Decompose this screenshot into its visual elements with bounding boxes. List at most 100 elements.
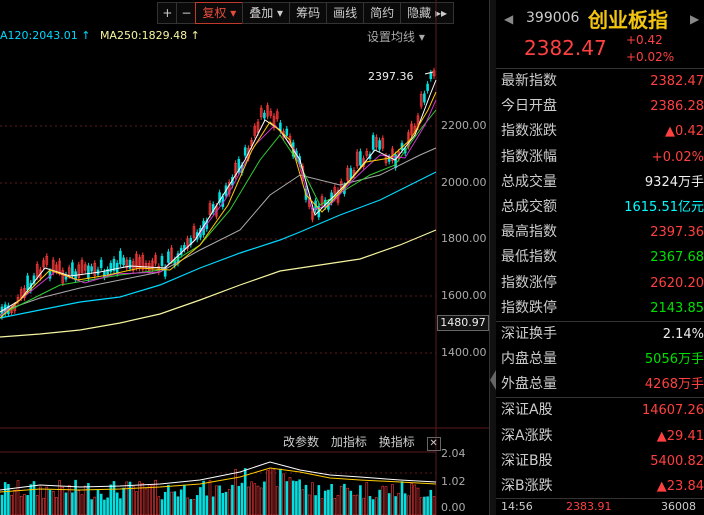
volume-bar <box>16 480 20 515</box>
candle-body <box>432 70 436 77</box>
candle-body <box>32 275 36 284</box>
chart-toolbar: + − 复权 ▾ 叠加 ▾ 筹码 画线 简约 隐藏 ▸▸ <box>157 2 454 24</box>
quote-row: 总成交额 1615.51亿元 <box>496 195 704 220</box>
volume-bar <box>343 483 346 515</box>
index-code: 399006 <box>526 10 580 26</box>
change-params-button[interactable]: 改参数 <box>283 435 320 449</box>
volume-bar <box>29 484 33 515</box>
quote-row-value: ▲0.42 <box>665 124 704 140</box>
quote-row-label: 深证B股 <box>501 452 553 469</box>
volume-bar <box>426 496 429 515</box>
candle-body <box>227 182 231 195</box>
quote-row-label: 今日开盘 <box>501 98 557 115</box>
kline-chart-area[interactable]: + − 复权 ▾ 叠加 ▾ 筹码 画线 简约 隐藏 ▸▸ A120:2043.0… <box>0 0 490 515</box>
simple-button[interactable]: 简约 <box>363 2 402 24</box>
volume-bar <box>295 481 298 515</box>
volume-bar <box>170 491 173 515</box>
volume-bar <box>285 481 289 515</box>
candle-body <box>311 210 314 220</box>
quote-row: 深A涨跌 ▲29.41 <box>496 424 704 449</box>
index-price: 2382.47 <box>524 36 607 60</box>
y-tick-1400: 1400.00 <box>441 346 487 359</box>
ma-settings-button[interactable]: 设置均线 ▾ <box>367 30 425 44</box>
volume-bar <box>413 484 417 515</box>
volume-bar <box>183 484 186 515</box>
volume-bar <box>10 494 13 515</box>
candle-body <box>125 259 129 269</box>
quote-row: 最高指数 2397.36 <box>496 220 704 245</box>
quote-row-value: 9324万手 <box>644 174 704 190</box>
ma250-label: MA250:1829.48 ↑ <box>99 29 200 42</box>
prev-stock-icon[interactable]: ◀ <box>504 12 514 26</box>
next-stock-icon[interactable]: ▶ <box>690 12 700 26</box>
volume-bar <box>0 494 4 515</box>
volume-bar <box>151 485 154 515</box>
volume-bar <box>35 494 39 515</box>
hide-button[interactable]: 隐藏 ▸▸ <box>400 2 454 24</box>
volume-bar <box>211 496 215 515</box>
quote-row: 指数涨停 2620.20 <box>496 271 704 296</box>
quote-row: 指数跌停 2143.85 <box>496 296 704 321</box>
volume-bar <box>403 493 407 515</box>
volume-bar <box>106 497 109 515</box>
volume-bar <box>247 486 250 515</box>
volume-bar <box>231 484 234 515</box>
volume-bar <box>375 497 378 515</box>
volume-bar <box>397 492 401 515</box>
y-tick-2200: 2200.00 <box>441 119 487 132</box>
volume-bar <box>189 499 193 515</box>
volume-bar <box>365 482 369 515</box>
volume-bar <box>80 494 84 515</box>
candle-body <box>45 255 49 265</box>
fuquan-dropdown[interactable]: 复权 ▾ <box>195 2 244 24</box>
volume-bar <box>432 496 436 515</box>
volume-bar <box>355 494 359 515</box>
candle-body <box>365 150 369 156</box>
volume-bar <box>221 492 225 515</box>
volume-bar <box>218 485 221 515</box>
quote-row: 内盘总量 5056万手 <box>496 347 704 372</box>
quote-row: 深证B股 5400.82 <box>496 449 704 474</box>
candle-body <box>208 203 212 215</box>
quote-row-label: 深证换手 <box>501 325 557 342</box>
quote-row-value: 4268万手 <box>644 377 704 393</box>
candle-body <box>99 259 103 268</box>
volume-bar <box>58 480 61 515</box>
panel-splitter[interactable] <box>490 0 496 515</box>
quote-row: 深证A股 14607.26 <box>496 397 704 423</box>
volume-bar <box>394 496 397 515</box>
volume-bar <box>240 482 244 515</box>
volume-bar <box>243 468 247 515</box>
quote-row-label: 最新指数 <box>501 73 557 89</box>
volume-bar <box>119 498 122 515</box>
volume-bar <box>45 486 49 515</box>
volume-bar <box>301 489 305 515</box>
volume-bar <box>288 477 292 515</box>
candle-body <box>39 269 42 279</box>
volume-bar <box>272 469 276 515</box>
volume-bar <box>234 469 237 515</box>
quote-row-value: 2143.85 <box>650 300 704 316</box>
ma60-line <box>0 147 437 313</box>
volume-bar <box>419 497 423 515</box>
close-icon[interactable]: ✕ <box>426 437 441 451</box>
candles-group <box>0 67 436 320</box>
switch-indicator-button[interactable]: 换指标 <box>378 435 415 449</box>
quote-row: 指数涨跌 ▲0.42 <box>496 119 704 144</box>
candle-body <box>103 271 106 278</box>
volume-bar <box>55 497 58 515</box>
volume-bar <box>423 496 426 515</box>
add-indicator-button[interactable]: 加指标 <box>330 435 367 449</box>
candle-body <box>397 151 401 160</box>
ma120-line <box>0 171 437 319</box>
volume-bar <box>179 489 183 515</box>
collapse-arrow-icon[interactable] <box>490 370 496 390</box>
candle-body <box>26 275 29 291</box>
candle-body <box>112 258 116 271</box>
volume-bar <box>298 479 301 515</box>
panel-divider <box>489 0 490 515</box>
quote-row-label: 总成交量 <box>501 173 557 190</box>
volume-bar <box>336 495 340 515</box>
volume-bar <box>224 491 228 515</box>
volume-bar <box>192 499 196 515</box>
